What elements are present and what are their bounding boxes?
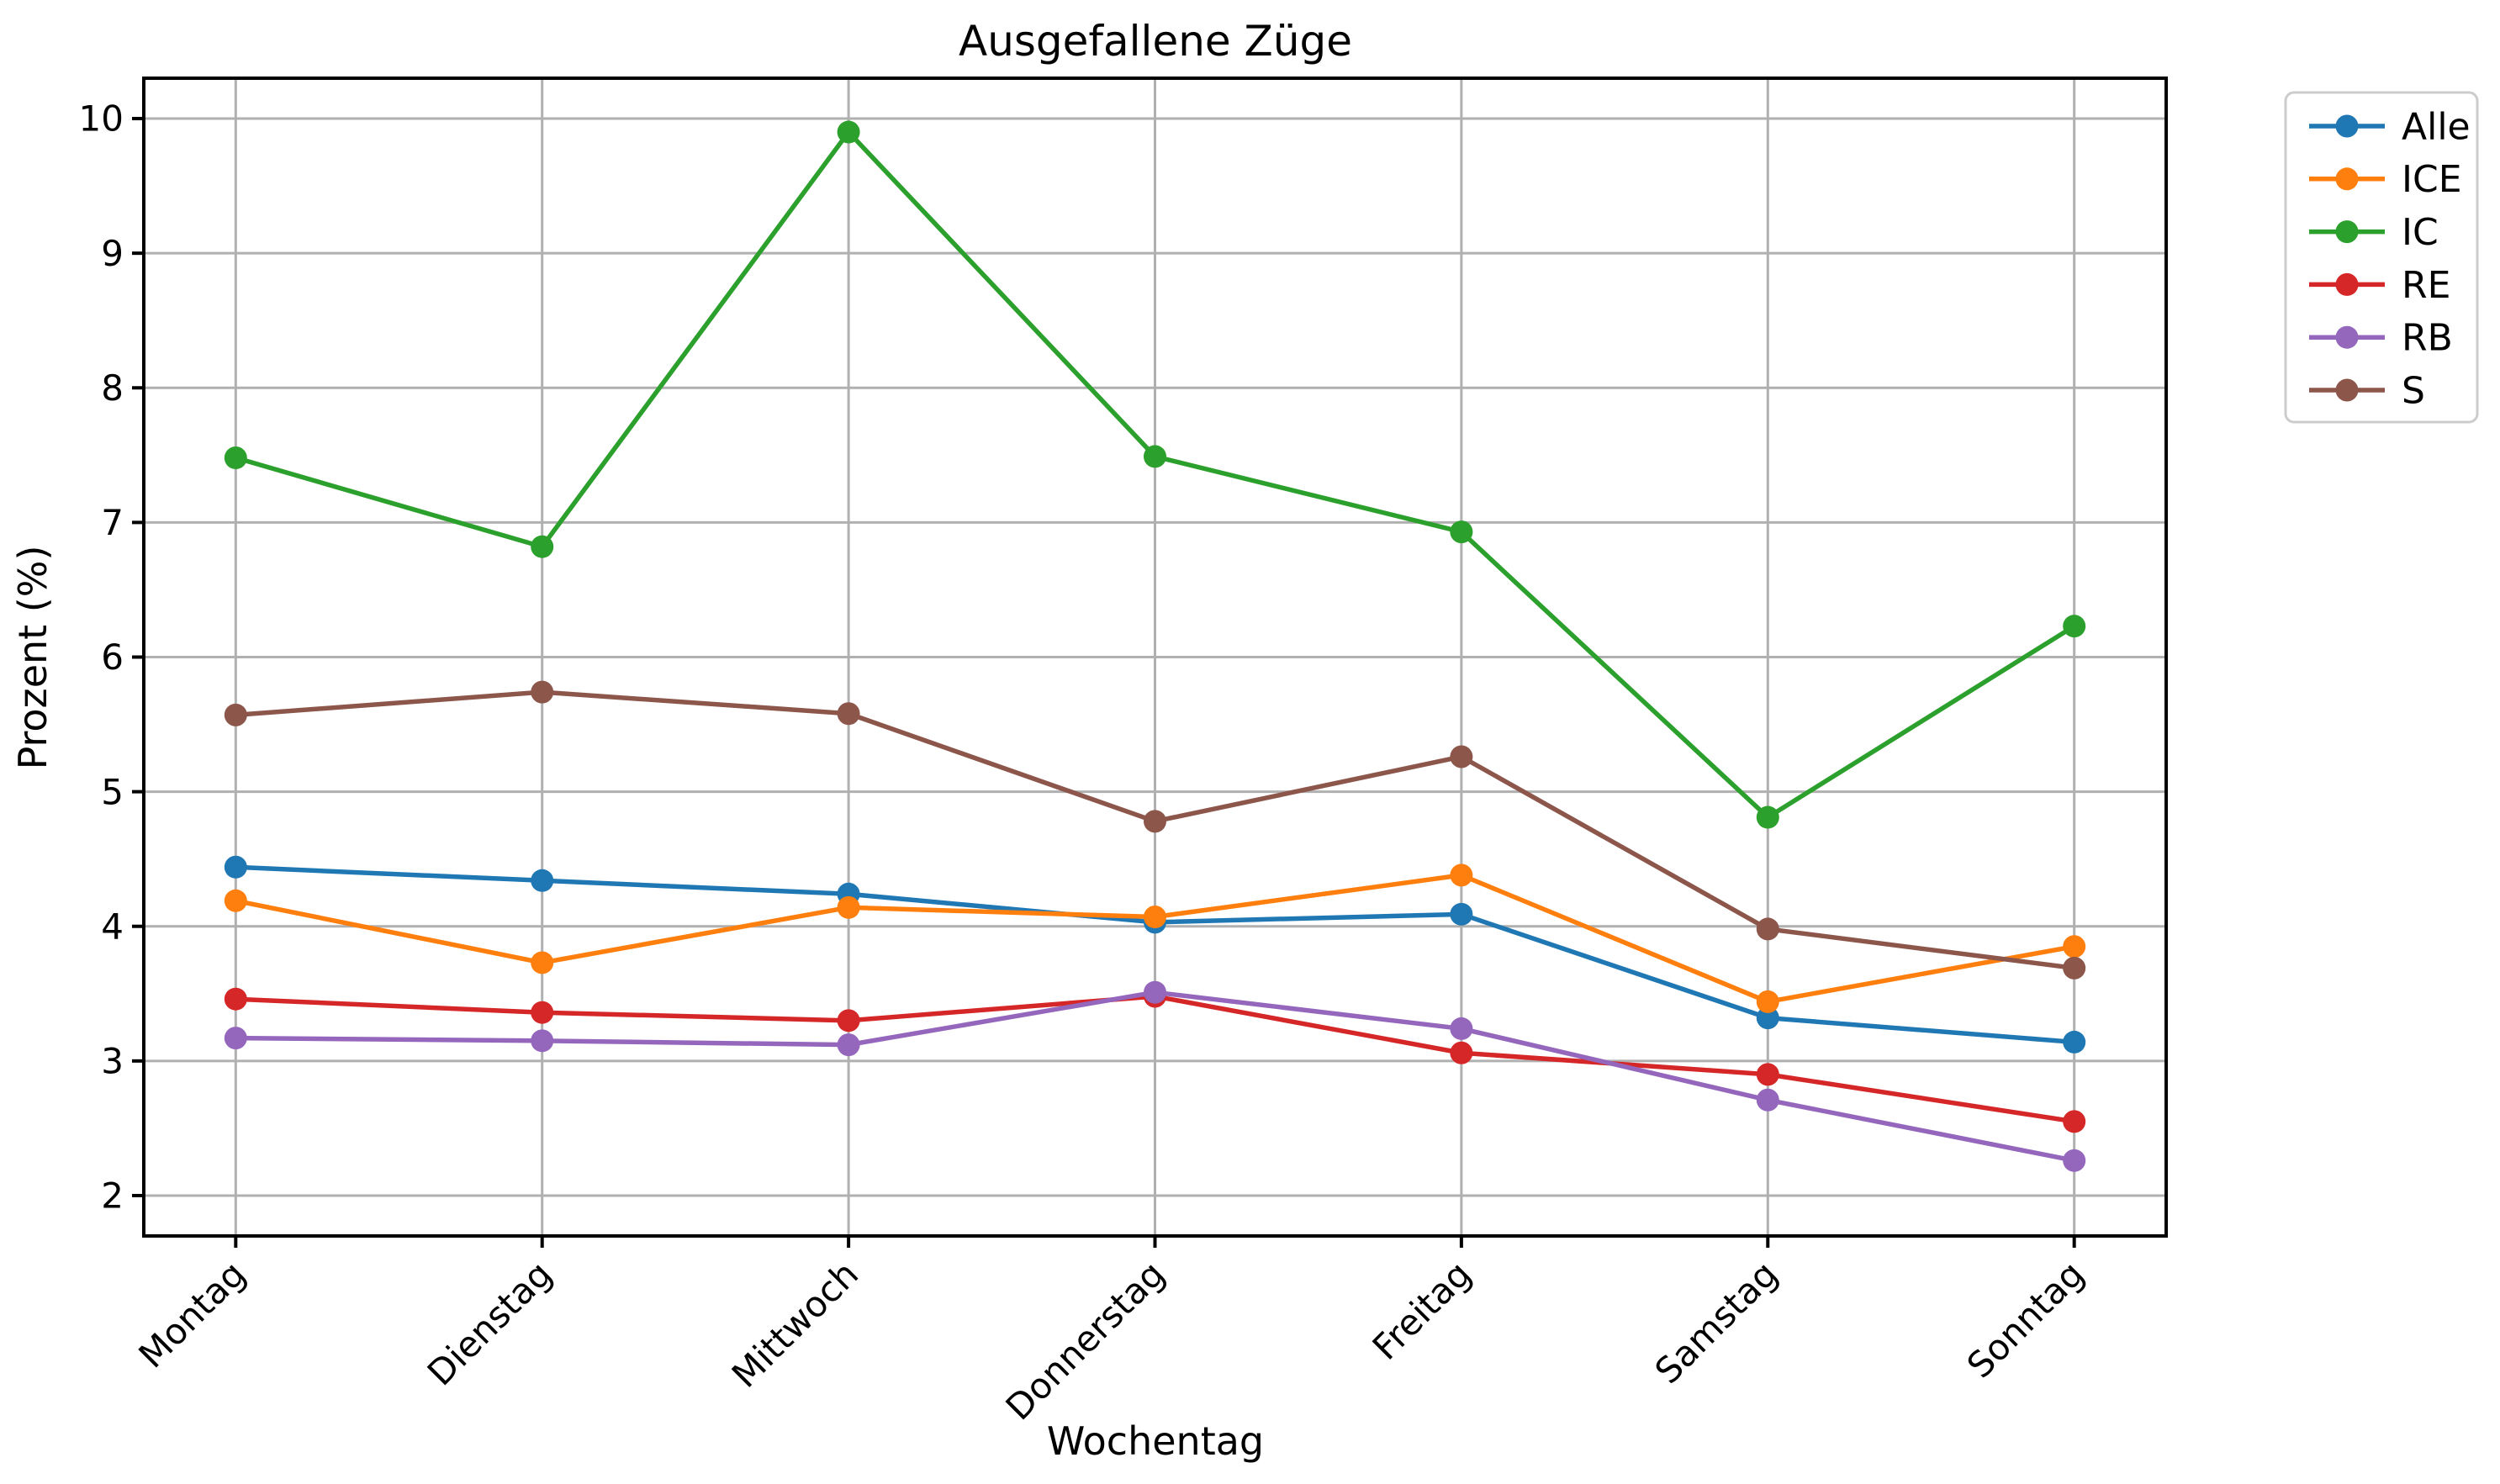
x-tick-label: Mittwoch (724, 1253, 866, 1395)
legend-marker (2335, 167, 2359, 191)
legend-label: RB (2402, 317, 2453, 360)
data-point-marker (1756, 990, 1779, 1013)
data-point-marker (531, 535, 554, 558)
y-tick-label: 9 (101, 233, 124, 274)
data-point-marker (2063, 1149, 2086, 1172)
data-point-marker (1450, 1041, 1473, 1064)
data-point-marker (224, 446, 247, 470)
data-point-marker (224, 987, 247, 1011)
legend-label: RE (2402, 264, 2450, 307)
y-tick-label: 6 (101, 636, 124, 678)
data-point-marker (1450, 863, 1473, 887)
x-tick-label: Freitag (1365, 1253, 1479, 1367)
legend-item: Alle (2309, 105, 2471, 148)
data-point-marker (224, 889, 247, 912)
data-point-marker (1756, 917, 1779, 941)
legend-item: RB (2309, 317, 2453, 360)
data-point-marker (1450, 520, 1473, 544)
series-lines (224, 120, 2086, 1172)
gridlines (144, 78, 2166, 1236)
data-point-marker (531, 951, 554, 974)
data-point-marker (837, 702, 860, 726)
series-RB (224, 980, 2086, 1172)
y-tick-label: 8 (101, 367, 124, 409)
legend-item: RE (2309, 264, 2450, 307)
data-point-marker (1756, 1063, 1779, 1086)
data-point-marker (1450, 1017, 1473, 1040)
data-point-marker (1144, 445, 1166, 468)
x-tick-label: Samstag (1647, 1253, 1786, 1392)
series-IC (224, 120, 2086, 829)
x-tick-label: Dienstag (420, 1253, 560, 1393)
data-point-marker (2063, 1030, 2086, 1054)
axis-ticks (132, 117, 2076, 1248)
data-point-marker (1144, 810, 1166, 833)
data-point-marker (224, 855, 247, 879)
legend-item: IC (2309, 211, 2439, 254)
data-point-marker (1756, 1006, 1779, 1030)
legend: Alle ICE IC RE RB S (2284, 91, 2479, 424)
plot-frame (142, 77, 2168, 1238)
data-point-marker (531, 1001, 554, 1024)
y-tick-label: 10 (79, 98, 124, 140)
series-S (224, 680, 2086, 980)
legend-item: S (2309, 369, 2425, 412)
legend-marker (2335, 378, 2359, 402)
tick-labels: 2 3 4 5 6 7 8 9 10 Montag Dienstag Mittwoch Donnerst… (79, 98, 2092, 1429)
data-point-marker (837, 1033, 860, 1057)
y-tick-label: 4 (101, 906, 124, 947)
data-point-marker (1450, 902, 1473, 926)
legend-item: ICE (2309, 158, 2462, 201)
data-point-marker (1450, 745, 1473, 768)
data-point-marker (837, 1009, 860, 1032)
x-tick-label: Donnerstag (998, 1253, 1173, 1428)
legend-label: ICE (2402, 158, 2462, 201)
y-tick-label: 7 (101, 502, 124, 543)
data-point-marker (2063, 935, 2086, 959)
data-point-marker (1144, 980, 1166, 1004)
data-point-marker (1144, 906, 1166, 929)
data-point-marker (531, 1029, 554, 1053)
chart-title: Ausgefallene Züge (959, 17, 1352, 66)
legend-label: Alle (2402, 105, 2471, 148)
legend-marker (2335, 220, 2359, 244)
data-point-marker (2063, 615, 2086, 638)
legend-label: IC (2402, 211, 2439, 254)
y-axis-label: Prozent (%) (10, 546, 55, 770)
data-point-marker (224, 703, 247, 726)
data-point-marker (1756, 1088, 1779, 1112)
data-point-marker (837, 895, 860, 919)
data-point-marker (531, 869, 554, 892)
legend-marker (2335, 325, 2359, 349)
data-point-marker (2063, 1110, 2086, 1133)
legend-marker (2335, 272, 2359, 296)
x-axis-label: Wochentag (1047, 1418, 1264, 1464)
legend-box (2284, 91, 2479, 424)
data-point-marker (531, 680, 554, 704)
y-tick-label: 3 (101, 1041, 124, 1082)
series-ICE (224, 863, 2086, 1013)
legend-marker (2335, 114, 2359, 138)
data-point-marker (1756, 805, 1779, 829)
data-point-marker (837, 120, 860, 144)
legend-label: S (2402, 369, 2425, 412)
x-tick-label: Sonntag (1959, 1253, 2092, 1386)
y-tick-label: 2 (101, 1175, 124, 1217)
data-point-marker (224, 1027, 247, 1050)
x-tick-label: Montag (130, 1253, 253, 1376)
data-point-marker (2063, 956, 2086, 980)
y-tick-label: 5 (101, 771, 124, 812)
